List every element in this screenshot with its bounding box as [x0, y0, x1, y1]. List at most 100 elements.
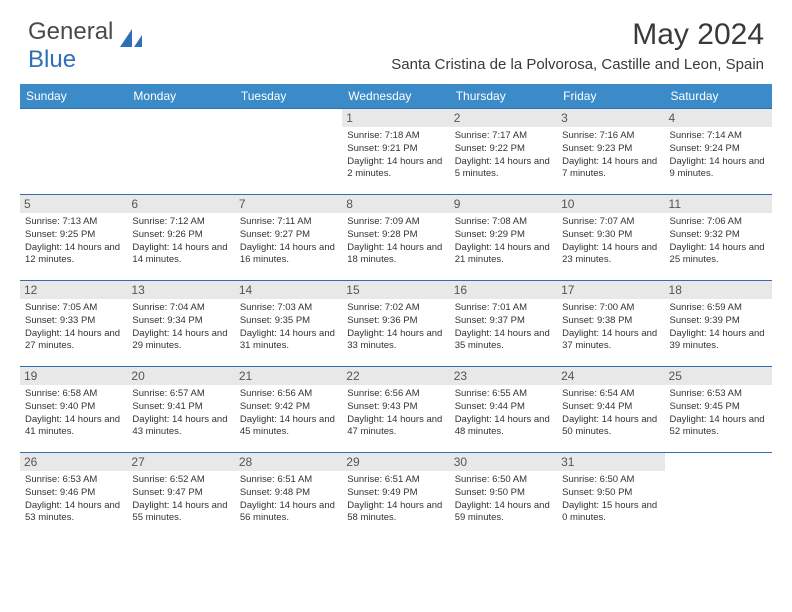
day-info: Sunrise: 6:56 AMSunset: 9:42 PMDaylight:…: [240, 388, 337, 439]
day-info: Sunrise: 7:01 AMSunset: 9:37 PMDaylight:…: [455, 302, 552, 353]
calendar-cell: 17Sunrise: 7:00 AMSunset: 9:38 PMDayligh…: [557, 281, 664, 367]
calendar-cell: [665, 453, 772, 539]
day-info: Sunrise: 6:51 AMSunset: 9:49 PMDaylight:…: [347, 474, 444, 525]
calendar-cell: 26Sunrise: 6:53 AMSunset: 9:46 PMDayligh…: [20, 453, 127, 539]
calendar-cell: 24Sunrise: 6:54 AMSunset: 9:44 PMDayligh…: [557, 367, 664, 453]
title-block: May 2024 Santa Cristina de la Polvorosa,…: [391, 18, 764, 73]
calendar-row: 12Sunrise: 7:05 AMSunset: 9:33 PMDayligh…: [20, 281, 772, 367]
month-title: May 2024: [391, 18, 764, 52]
day-info: Sunrise: 6:51 AMSunset: 9:48 PMDaylight:…: [240, 474, 337, 525]
calendar-cell: 7Sunrise: 7:11 AMSunset: 9:27 PMDaylight…: [235, 195, 342, 281]
day-info: Sunrise: 6:50 AMSunset: 9:50 PMDaylight:…: [455, 474, 552, 525]
calendar-cell: 27 Sunrise: 6:52 AMSunset: 9:47 PMDayligh…: [127, 453, 234, 539]
day-number: 6: [127, 195, 234, 213]
day-number: 15: [342, 281, 449, 299]
logo-text-1: General: [28, 18, 113, 45]
logo-text: General Blue: [28, 18, 113, 74]
header: General Blue May 2024 Santa Cristina de …: [0, 0, 792, 74]
day-number: 30: [450, 453, 557, 471]
day-number: 14: [235, 281, 342, 299]
day-info: Sunrise: 6:55 AMSunset: 9:44 PMDaylight:…: [455, 388, 552, 439]
day-number: 23: [450, 367, 557, 385]
weekday-header-row: SundayMondayTuesdayWednesdayThursdayFrid…: [20, 84, 772, 109]
calendar-cell: 3Sunrise: 7:16 AMSunset: 9:23 PMDaylight…: [557, 109, 664, 195]
calendar-row: 26Sunrise: 6:53 AMSunset: 9:46 PMDayligh…: [20, 453, 772, 539]
day-info: Sunrise: 7:11 AMSunset: 9:27 PMDaylight:…: [240, 216, 337, 267]
calendar-cell: 12Sunrise: 7:05 AMSunset: 9:33 PMDayligh…: [20, 281, 127, 367]
day-number: 31: [557, 453, 664, 471]
day-number: 9: [450, 195, 557, 213]
weekday-header: Saturday: [665, 84, 772, 109]
day-info: Sunrise: 7:08 AMSunset: 9:29 PMDaylight:…: [455, 216, 552, 267]
day-number: 8: [342, 195, 449, 213]
calendar-row: 5 Sunrise: 7:13 AMSunset: 9:25 PMDaylight…: [20, 195, 772, 281]
day-number: 2: [450, 109, 557, 127]
calendar-cell: 29 Sunrise: 6:51 AMSunset: 9:49 PMDayligh…: [342, 453, 449, 539]
calendar-row: 1 Sunrise: 7:18 AMSunset: 9:21 PMDaylight…: [20, 109, 772, 195]
day-number: 20: [127, 367, 234, 385]
day-info: Sunrise: 7:13 AMSunset: 9:25 PMDaylight:…: [25, 216, 122, 267]
day-number: 25: [665, 367, 772, 385]
calendar-cell: 19Sunrise: 6:58 AMSunset: 9:40 PMDayligh…: [20, 367, 127, 453]
day-info: Sunrise: 7:09 AMSunset: 9:28 PMDaylight:…: [347, 216, 444, 267]
day-number: 29: [342, 453, 449, 471]
day-info: Sunrise: 7:06 AMSunset: 9:32 PMDaylight:…: [670, 216, 767, 267]
calendar-cell: 8 Sunrise: 7:09 AMSunset: 9:28 PMDaylight…: [342, 195, 449, 281]
calendar-cell: 4 Sunrise: 7:14 AMSunset: 9:24 PMDaylight…: [665, 109, 772, 195]
calendar-cell: 6Sunrise: 7:12 AMSunset: 9:26 PMDaylight…: [127, 195, 234, 281]
calendar-cell: 21Sunrise: 6:56 AMSunset: 9:42 PMDayligh…: [235, 367, 342, 453]
weekday-header: Sunday: [20, 84, 127, 109]
day-info: Sunrise: 6:56 AMSunset: 9:43 PMDaylight:…: [347, 388, 444, 439]
weekday-header: Tuesday: [235, 84, 342, 109]
day-number: 27: [127, 453, 234, 471]
calendar-cell: [235, 109, 342, 195]
day-info: Sunrise: 6:54 AMSunset: 9:44 PMDaylight:…: [562, 388, 659, 439]
day-number: 11: [665, 195, 772, 213]
location: Santa Cristina de la Polvorosa, Castille…: [391, 56, 764, 73]
day-info: Sunrise: 7:05 AMSunset: 9:33 PMDaylight:…: [25, 302, 122, 353]
day-info: Sunrise: 6:59 AMSunset: 9:39 PMDaylight:…: [670, 302, 767, 353]
calendar-cell: 1 Sunrise: 7:18 AMSunset: 9:21 PMDaylight…: [342, 109, 449, 195]
day-info: Sunrise: 7:16 AMSunset: 9:23 PMDaylight:…: [562, 130, 659, 181]
day-number: 5: [20, 195, 127, 213]
day-info: Sunrise: 6:52 AMSunset: 9:47 PMDaylight:…: [132, 474, 229, 525]
day-info: Sunrise: 6:53 AMSunset: 9:45 PMDaylight:…: [670, 388, 767, 439]
calendar-cell: 28 Sunrise: 6:51 AMSunset: 9:48 PMDayligh…: [235, 453, 342, 539]
day-number: 4: [665, 109, 772, 127]
day-info: Sunrise: 7:02 AMSunset: 9:36 PMDaylight:…: [347, 302, 444, 353]
day-info: Sunrise: 7:04 AMSunset: 9:34 PMDaylight:…: [132, 302, 229, 353]
calendar-cell: 5 Sunrise: 7:13 AMSunset: 9:25 PMDaylight…: [20, 195, 127, 281]
day-number: 28: [235, 453, 342, 471]
weekday-header: Thursday: [450, 84, 557, 109]
weekday-header: Wednesday: [342, 84, 449, 109]
calendar-table: SundayMondayTuesdayWednesdayThursdayFrid…: [20, 84, 772, 539]
day-info: Sunrise: 7:00 AMSunset: 9:38 PMDaylight:…: [562, 302, 659, 353]
calendar-cell: 15 Sunrise: 7:02 AMSunset: 9:36 PMDayligh…: [342, 281, 449, 367]
calendar-cell: 25 Sunrise: 6:53 AMSunset: 9:45 PMDayligh…: [665, 367, 772, 453]
day-number: 26: [20, 453, 127, 471]
day-info: Sunrise: 6:58 AMSunset: 9:40 PMDaylight:…: [25, 388, 122, 439]
calendar-cell: 10 Sunrise: 7:07 AMSunset: 9:30 PMDayligh…: [557, 195, 664, 281]
day-info: Sunrise: 7:17 AMSunset: 9:22 PMDaylight:…: [455, 130, 552, 181]
calendar-cell: 18 Sunrise: 6:59 AMSunset: 9:39 PMDayligh…: [665, 281, 772, 367]
day-info: Sunrise: 6:50 AMSunset: 9:50 PMDaylight:…: [562, 474, 659, 525]
day-number: 16: [450, 281, 557, 299]
calendar-cell: 23 Sunrise: 6:55 AMSunset: 9:44 PMDayligh…: [450, 367, 557, 453]
logo-sail-icon: [118, 27, 146, 54]
day-number: 13: [127, 281, 234, 299]
day-info: Sunrise: 7:03 AMSunset: 9:35 PMDaylight:…: [240, 302, 337, 353]
calendar-row: 19Sunrise: 6:58 AMSunset: 9:40 PMDayligh…: [20, 367, 772, 453]
day-number: 1: [342, 109, 449, 127]
day-info: Sunrise: 7:18 AMSunset: 9:21 PMDaylight:…: [347, 130, 444, 181]
calendar-cell: [20, 109, 127, 195]
weekday-header: Monday: [127, 84, 234, 109]
day-number: 18: [665, 281, 772, 299]
day-number: 10: [557, 195, 664, 213]
logo-text-2: Blue: [28, 46, 76, 73]
calendar-cell: 2 Sunrise: 7:17 AMSunset: 9:22 PMDaylight…: [450, 109, 557, 195]
day-info: Sunrise: 7:07 AMSunset: 9:30 PMDaylight:…: [562, 216, 659, 267]
calendar-cell: [127, 109, 234, 195]
day-info: Sunrise: 7:14 AMSunset: 9:24 PMDaylight:…: [670, 130, 767, 181]
day-number: 22: [342, 367, 449, 385]
calendar-cell: 31 Sunrise: 6:50 AMSunset: 9:50 PMDayligh…: [557, 453, 664, 539]
